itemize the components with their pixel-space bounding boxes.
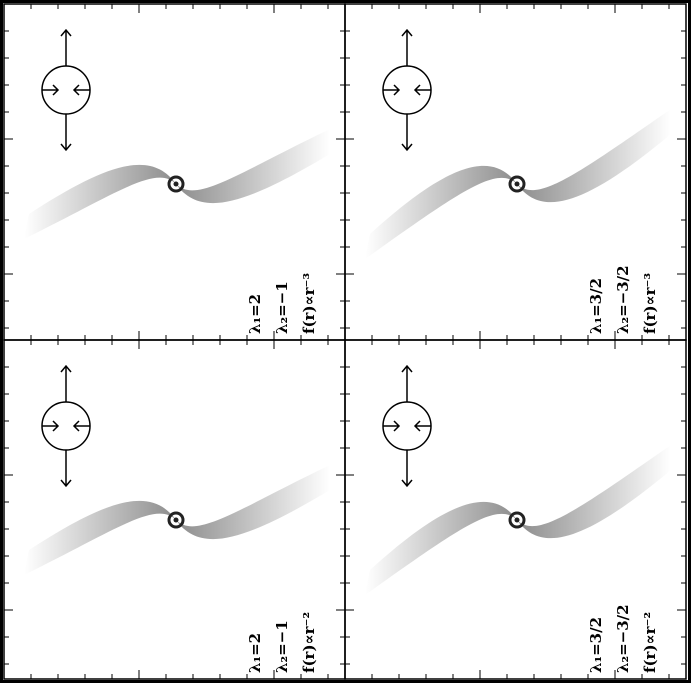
swirl-arm — [517, 445, 671, 539]
icon-arrow — [401, 364, 413, 402]
swirl-arm — [517, 109, 671, 203]
panel-label: λ₁=2 — [246, 633, 264, 673]
icon-arrow — [60, 28, 72, 66]
icon-arrow — [383, 420, 401, 432]
swirl-core — [167, 175, 185, 193]
icon-arrow — [42, 420, 60, 432]
swirl-core — [508, 511, 526, 529]
icon-arrow — [60, 114, 72, 152]
panel-label: f(r)∝r⁻³ — [641, 273, 659, 334]
icon-arrow — [42, 84, 60, 96]
panel-label: λ₂=−3/2 — [614, 604, 632, 673]
strain-icon — [41, 28, 91, 152]
panel-label: λ₂=−3/2 — [614, 265, 632, 334]
panel-label: λ₂=−1 — [273, 281, 291, 334]
swirl-core — [173, 517, 179, 523]
swirl-arm — [24, 500, 176, 575]
icon-arrow — [401, 114, 413, 152]
icon-arrow — [413, 420, 431, 432]
icon-arrow — [413, 84, 431, 96]
panel-frame — [344, 339, 687, 680]
swirl-arm — [365, 501, 517, 595]
panel: λ₁=2 λ₂=−1 f(r)∝r⁻³ — [3, 3, 346, 341]
icon-arrow — [60, 364, 72, 402]
panel-label: f(r)∝r⁻² — [641, 612, 659, 673]
swirl-arm — [365, 165, 517, 259]
swirl-core — [167, 511, 185, 529]
strain-icon — [382, 364, 432, 488]
panel-label: λ₁=3/2 — [587, 617, 605, 673]
panel-label: λ₂=−1 — [273, 620, 291, 673]
icon-arrow — [401, 28, 413, 66]
swirl-arm — [24, 164, 176, 239]
icon-arrow — [72, 420, 90, 432]
panel: λ₁=3/2 λ₂=−3/2 f(r)∝r⁻³ — [344, 3, 687, 341]
panel-label: λ₁=2 — [246, 294, 264, 334]
panel: λ₁=2 λ₂=−1 f(r)∝r⁻² — [3, 339, 346, 680]
panel-label: f(r)∝r⁻³ — [300, 273, 318, 334]
strain-icon — [41, 364, 91, 488]
icon-arrow — [60, 450, 72, 488]
panel-frame — [344, 3, 687, 341]
icon-arrow — [401, 450, 413, 488]
swirl-arm — [176, 465, 330, 540]
panel-label: λ₁=3/2 — [587, 278, 605, 334]
swirl-core — [508, 175, 526, 193]
swirl-arm — [176, 129, 330, 204]
icon-arrow — [72, 84, 90, 96]
swirl-core — [514, 181, 520, 187]
panel: λ₁=3/2 λ₂=−3/2 f(r)∝r⁻² — [344, 339, 687, 680]
icon-arrow — [383, 84, 401, 96]
swirl-core — [173, 181, 179, 187]
panel-label: f(r)∝r⁻² — [300, 612, 318, 673]
strain-icon — [382, 28, 432, 152]
swirl-core — [514, 517, 520, 523]
